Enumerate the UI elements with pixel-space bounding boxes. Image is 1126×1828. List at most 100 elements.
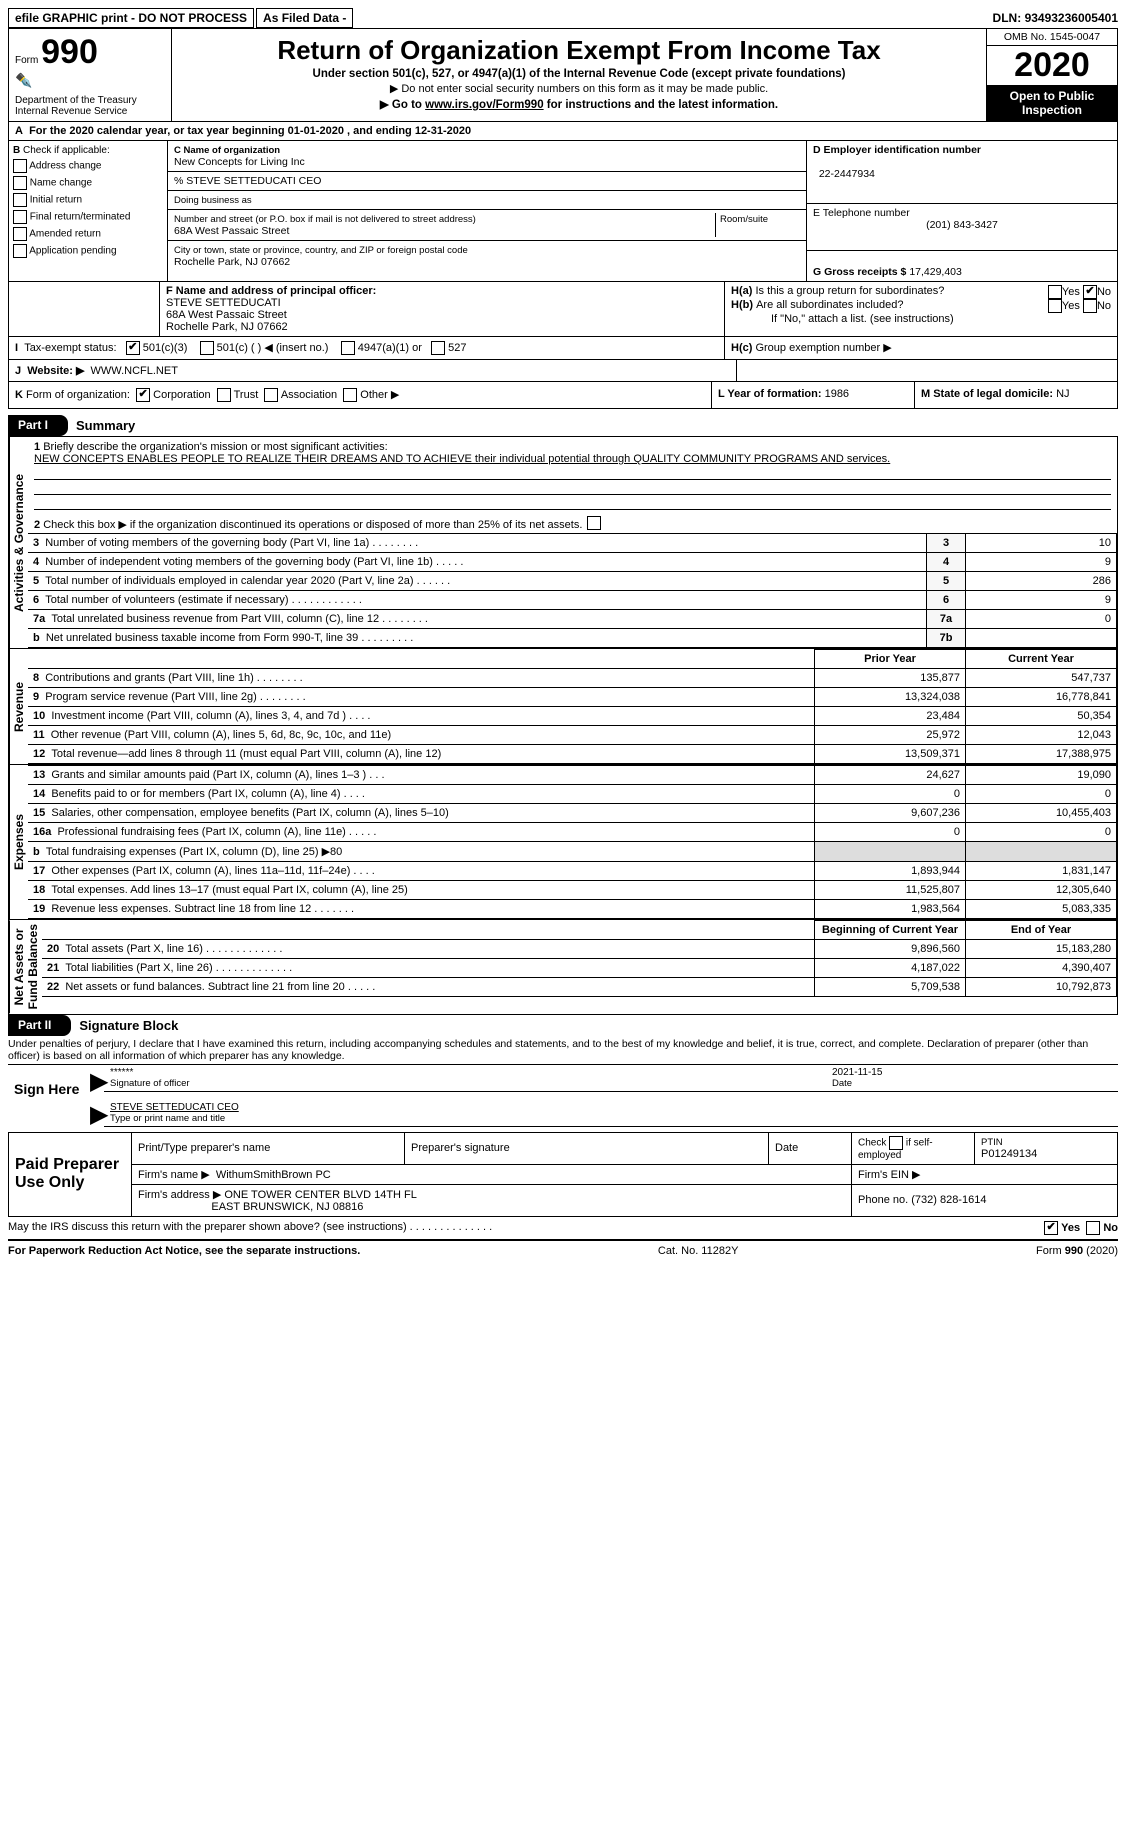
firm-name: WithumSmithBrown PC: [216, 1169, 331, 1181]
sig-of-officer-label: Signature of officer: [110, 1078, 190, 1089]
ag-table: 3 Number of voting members of the govern…: [28, 533, 1117, 648]
line-i: I Tax-exempt status: 501(c)(3) 501(c) ( …: [8, 337, 1118, 360]
section-b-checkbox[interactable]: [13, 159, 27, 173]
preparer-table: Paid Preparer Use Only Print/Type prepar…: [8, 1132, 1118, 1217]
line-a: A For the 2020 calendar year, or tax yea…: [8, 122, 1118, 141]
corp-checkbox[interactable]: [136, 388, 150, 402]
asfiled-label: As Filed Data -: [256, 8, 353, 28]
website-label: Website: ▶: [27, 365, 84, 377]
ha-yes-checkbox[interactable]: [1048, 285, 1062, 299]
other-org: Other ▶: [360, 389, 399, 401]
assoc-checkbox[interactable]: [264, 388, 278, 402]
hb-yes-checkbox[interactable]: [1048, 299, 1062, 313]
officer-addr2: Rochelle Park, NJ 07662: [166, 321, 288, 333]
4947: 4947(a)(1) or: [358, 342, 422, 354]
mission-text: NEW CONCEPTS ENABLES PEOPLE TO REALIZE T…: [34, 453, 890, 465]
discuss-no-checkbox[interactable]: [1086, 1221, 1100, 1235]
line2-checkbox[interactable]: [587, 516, 601, 530]
top-bar: efile GRAPHIC print - DO NOT PROCESS As …: [8, 8, 1118, 28]
line-klm: K Form of organization: Corporation Trus…: [8, 382, 1118, 409]
501c: 501(c) ( ) ◀ (insert no.): [217, 342, 329, 354]
hb-no-checkbox[interactable]: [1083, 299, 1097, 313]
org-name: New Concepts for Living Inc: [174, 156, 305, 168]
addr-label: Number and street (or P.O. box if mail i…: [174, 214, 476, 225]
form-header: Form 990 ✒️ Department of the Treasury I…: [8, 28, 1118, 122]
section-b-checkbox[interactable]: [13, 244, 27, 258]
sig-stars: ******: [110, 1067, 133, 1078]
form-title: Return of Organization Exempt From Incom…: [178, 35, 980, 66]
line-j: J Website: ▶ WWW.NCFL.NET: [8, 360, 1118, 382]
firm-addr1: ONE TOWER CENTER BLVD 14TH FL: [224, 1189, 417, 1201]
self-emp-text: Check: [858, 1137, 889, 1148]
firm-addr2: EAST BRUNSWICK, NJ 08816: [211, 1201, 363, 1213]
trust: Trust: [234, 389, 259, 401]
omb: OMB No. 1545-0047: [987, 29, 1117, 46]
other-checkbox[interactable]: [343, 388, 357, 402]
hc-text: Group exemption number ▶: [755, 342, 891, 354]
section-b-checkbox[interactable]: [13, 210, 27, 224]
section-bcd: B Check if applicable: Address change Na…: [8, 141, 1118, 282]
firm-name-label: Firm's name ▶: [138, 1169, 210, 1181]
hb-note: If "No," attach a list. (see instruction…: [731, 313, 1111, 325]
discuss-yes: Yes: [1061, 1222, 1080, 1234]
revenue-section: Revenue Prior YearCurrent Year8 Contribu…: [8, 649, 1118, 765]
section-b-checkbox[interactable]: [13, 227, 27, 241]
street-addr: 68A West Passaic Street: [174, 225, 289, 237]
yes1: Yes: [1062, 286, 1080, 298]
open-to-public: Open to Public Inspection: [987, 85, 1117, 121]
tax-status-label: Tax-exempt status:: [24, 342, 116, 354]
line2-text: Check this box ▶ if the organization dis…: [43, 519, 582, 531]
netassets-section: Net Assets or Fund Balances Beginning of…: [8, 920, 1118, 1014]
section-c: C Name of organization New Concepts for …: [168, 141, 806, 281]
part2-title: Signature Block: [71, 1015, 186, 1036]
gross-receipts: 17,429,403: [909, 266, 962, 278]
association: Association: [281, 389, 337, 401]
527-checkbox[interactable]: [431, 341, 445, 355]
name-label: C Name of organization: [174, 145, 280, 156]
prep-sig-col: Preparer's signature: [405, 1132, 769, 1164]
501c3-checkbox[interactable]: [126, 341, 140, 355]
corporation: Corporation: [153, 389, 210, 401]
section-d: D Employer identification number 22-2447…: [806, 141, 1117, 281]
footer: For Paperwork Reduction Act Notice, see …: [8, 1241, 1118, 1257]
501c-checkbox[interactable]: [200, 341, 214, 355]
4947-checkbox[interactable]: [341, 341, 355, 355]
part1-title: Summary: [68, 415, 143, 436]
tel-label: E Telephone number: [813, 207, 910, 219]
footer-center: Cat. No. 11282Y: [658, 1245, 739, 1257]
care-of: % STEVE SETTEDUCATI CEO: [174, 175, 321, 187]
form-sub3-post: for instructions and the latest informat…: [544, 99, 779, 111]
efile-label: efile GRAPHIC print - DO NOT PROCESS: [8, 8, 254, 28]
trust-checkbox[interactable]: [217, 388, 231, 402]
domicile: NJ: [1056, 388, 1069, 400]
section-fh: F Name and address of principal officer:…: [8, 282, 1118, 337]
ptin: P01249134: [981, 1148, 1037, 1160]
section-b-checkbox[interactable]: [13, 193, 27, 207]
discuss-yes-checkbox[interactable]: [1044, 1221, 1058, 1235]
footer-left: For Paperwork Reduction Act Notice, see …: [8, 1245, 360, 1257]
expenses-table: 13 Grants and similar amounts paid (Part…: [28, 765, 1117, 919]
ein: 22-2447934: [819, 168, 875, 180]
prep-date-col: Date: [769, 1132, 852, 1164]
line1-label: Briefly describe the organization's miss…: [43, 441, 387, 453]
form-org-label: Form of organization:: [26, 389, 130, 401]
revenue-table: Prior YearCurrent Year8 Contributions an…: [28, 649, 1117, 764]
tax-year: 2020: [987, 46, 1117, 85]
self-emp-checkbox[interactable]: [889, 1136, 903, 1150]
year-formation-label: L Year of formation:: [718, 388, 822, 400]
gross-label: G Gross receipts $: [813, 266, 906, 278]
dba-label: Doing business as: [174, 195, 252, 206]
hb-text: Are all subordinates included?: [756, 299, 903, 311]
domicile-label: M State of legal domicile:: [921, 388, 1053, 400]
phone-label: Phone no.: [858, 1194, 908, 1206]
form990-link[interactable]: www.irs.gov/Form990: [425, 99, 543, 111]
section-b-checkbox[interactable]: [13, 176, 27, 190]
paid-preparer-label: Paid Preparer Use Only: [9, 1132, 132, 1216]
city-state-zip: Rochelle Park, NJ 07662: [174, 256, 290, 268]
ha-no-checkbox[interactable]: [1083, 285, 1097, 299]
officer-name: STEVE SETTEDUCATI: [166, 297, 281, 309]
form-word: Form: [15, 55, 38, 66]
sig-date: 2021-11-15: [832, 1067, 882, 1078]
expenses-section: Expenses 13 Grants and similar amounts p…: [8, 765, 1118, 920]
section-b: B Check if applicable: Address change Na…: [9, 141, 168, 281]
